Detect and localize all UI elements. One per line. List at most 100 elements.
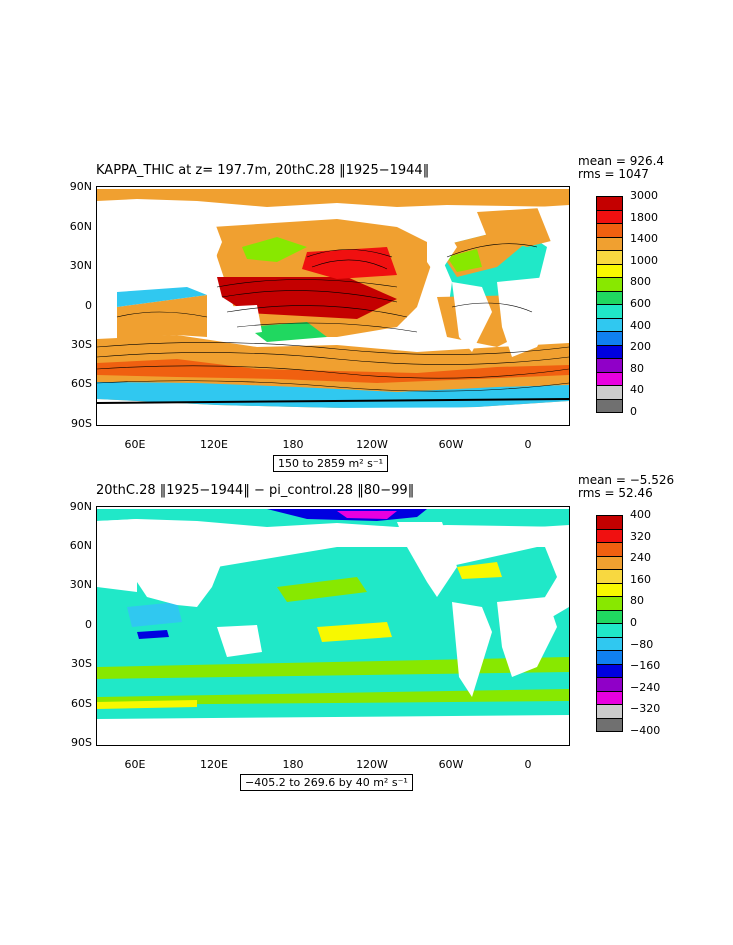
panel1-legend-swatch [596,236,623,251]
panel1-legend-label: 1400 [630,232,658,246]
panel1-legend: 3000 1800 1400 1000 800 600 400 200 80 40 0 [596,189,676,418]
panel2-legend-label: 0 [630,616,637,629]
p2-ylabel-0: 0 [85,618,92,631]
panel1-legend-swatch [596,304,623,319]
panel1-legend-swatch [596,277,623,292]
panel2-legend-swatch [596,542,623,557]
p2-ylabel-90s: 90S [71,736,92,749]
panel1-legend-label: 3000 [630,189,658,202]
panel1-map [96,186,570,426]
p2-xlabel-60e: 60E [124,758,146,771]
panel1-legend-swatch [596,196,623,211]
panel1-map-svg [97,187,569,425]
panel2-legend-swatch [596,704,623,719]
panel1-legend-swatch [596,371,623,386]
panel2-legend-swatch [596,623,623,638]
panel2-legend-label: 80 [630,594,644,608]
panel1-legend-swatch [596,263,623,278]
panel2-legend-swatch [596,636,623,651]
panel2-legend-label: −400 [630,724,661,737]
asia-land [127,207,222,287]
p2-xlabel-60w: 60W [438,758,464,771]
panel1-legend-swatch [596,385,623,400]
p1-xlabel-60e: 60E [124,438,146,451]
panel1-legend-label: 0 [630,405,637,418]
antarctica-land [97,715,569,745]
australia-land [217,625,262,657]
panel2-legend-swatch [596,515,623,530]
panel1-legend-label: 80 [630,361,644,375]
panel2-title: 20thC.28 ‖1925−1944‖ − pi_control.28 ‖80… [96,483,415,498]
panel2-legend-swatch [596,663,623,678]
panel2-legend-swatch [596,582,623,597]
panel1-legend-label: 600 [630,297,651,310]
panel1-legend-label: 400 [630,318,651,332]
p1-xlabel-120e: 120E [200,438,228,451]
panel1-legend-swatch [596,344,623,359]
p2-ylabel-60s: 60S [71,697,92,710]
panel2-legend-swatch [596,569,623,584]
p1-ylabel-30s: 30S [71,338,92,351]
africa-land [497,277,557,357]
panel1-mean: mean = 926.4 [578,154,665,168]
panel1-title: KAPPA_THIC at z= 197.7m, 20thC.28 ‖1925−… [96,163,430,178]
p2-ylabel-30s: 30S [71,657,92,670]
contour-lines [97,243,569,392]
panel2-legend-label: −320 [630,702,661,716]
panel2-legend-label: −240 [630,680,661,694]
panel1-legend-label: 1000 [630,253,658,267]
panel2-legend-swatch [596,596,623,611]
panel2-legend-label: 400 [630,508,651,521]
panel1-legend-swatch [596,331,623,346]
panel2-legend-swatch [596,650,623,665]
p2-xlabel-120e: 120E [200,758,228,771]
africa-land [497,597,557,677]
north-america-land [427,222,457,277]
panel1-legend-swatch [596,223,623,238]
panel2-legend-swatch [596,555,623,570]
p2-xlabel-120w: 120W [356,758,388,771]
p1-xlabel-180: 180 [282,438,304,451]
p1-ylabel-30n: 30N [69,259,92,272]
panel1-range: 150 to 2859 m² s⁻¹ [273,455,389,472]
panel2-legend-label: 240 [630,551,651,565]
p2-xlabel-0: 0 [524,758,532,771]
south-america-land [452,602,492,697]
p1-ylabel-90n: 90N [69,180,92,193]
panel1-legend-swatch [596,209,623,224]
panel1-legend-label: 1800 [630,210,658,224]
panel1-legend-swatch [596,290,623,305]
australia-land [217,305,262,337]
panel2-legend-swatch [596,609,623,624]
panel1-legend-label: 800 [630,275,651,289]
p1-xlabel-0: 0 [524,438,532,451]
panel2-map [96,506,570,746]
panel2-legend-swatch [596,677,623,692]
p2-ylabel-30n: 30N [69,578,92,591]
p1-xlabel-120w: 120W [356,438,388,451]
antarctica-land [97,407,569,425]
panel1-legend-label: 40 [630,383,644,397]
panel1-legend-swatch [596,250,623,265]
panel2-range: −405.2 to 269.6 by 40 m² s⁻¹ [240,774,413,791]
panel1-legend-swatch [596,398,623,413]
panel1-legend-swatch [596,358,623,373]
p1-ylabel-90s: 90S [71,417,92,430]
panel2-map-svg [97,507,569,745]
p2-ylabel-60n: 60N [69,539,92,552]
panel2-legend-swatch [596,717,623,732]
panel2-legend-swatch [596,690,623,705]
p1-xlabel-60w: 60W [438,438,464,451]
p2-ylabel-90n: 90N [69,500,92,513]
panel2-legend-label: −80 [630,637,654,651]
north-america-land [397,522,457,597]
panel1-rms: rms = 1047 [578,167,649,181]
panel2-legend-label: −160 [630,659,661,673]
arctic-region [97,189,569,207]
p1-ylabel-60n: 60N [69,220,92,233]
asia-land [127,527,222,607]
panel2-rms: rms = 52.46 [578,486,653,500]
panel1-legend-swatch [596,317,623,332]
panel2-legend-label: 320 [630,529,651,543]
panel2-mean: mean = −5.526 [578,473,675,487]
